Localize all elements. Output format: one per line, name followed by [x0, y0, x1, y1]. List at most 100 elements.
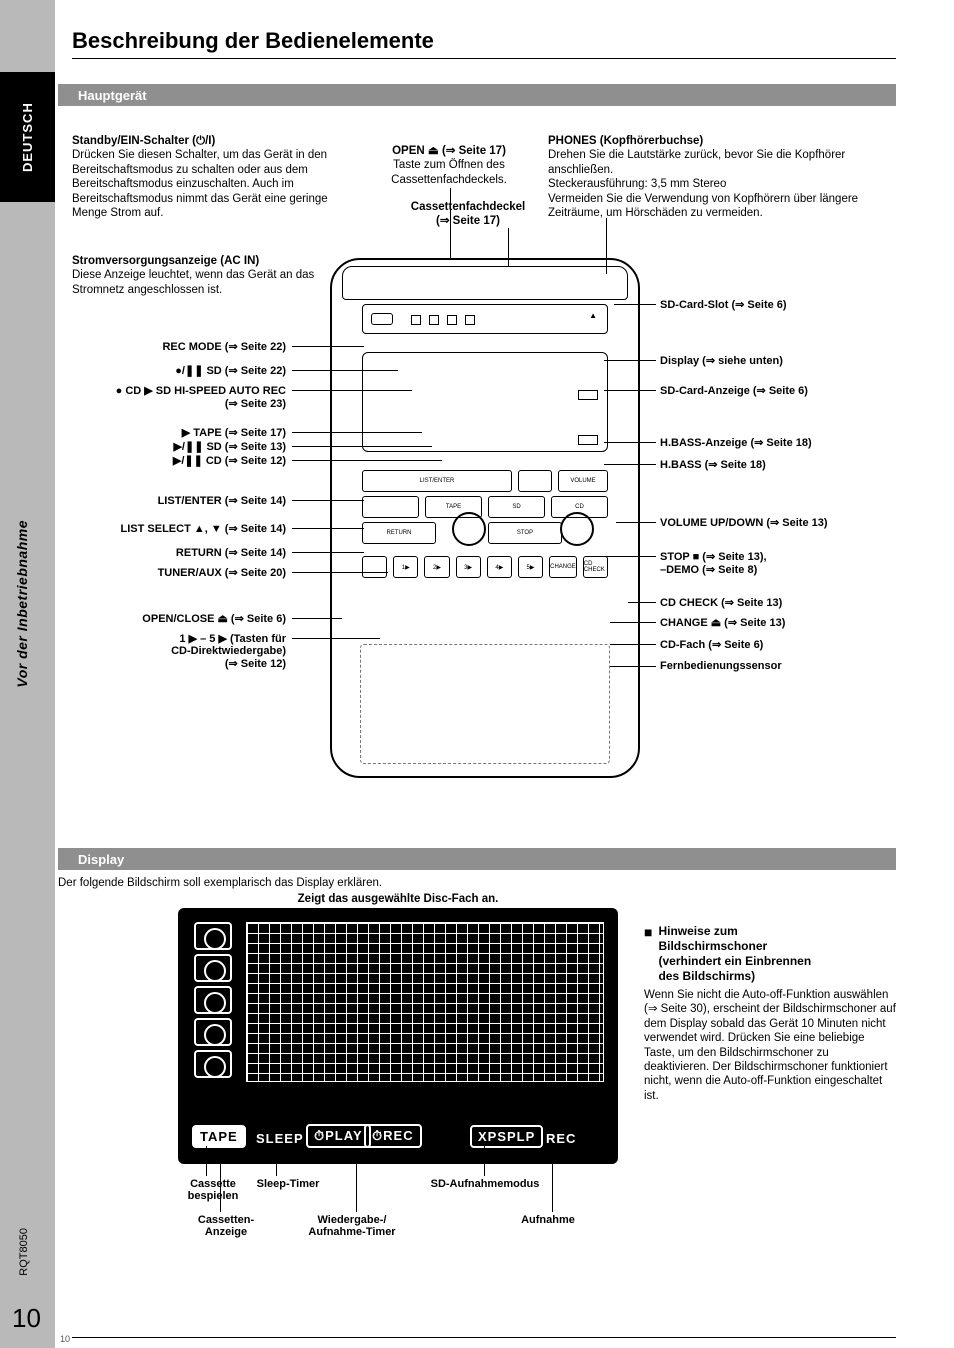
pill-rec: REC — [540, 1129, 582, 1148]
btn-4: 4▶ — [487, 556, 512, 578]
btn-3: 3▶ — [456, 556, 481, 578]
display-grid — [246, 922, 604, 1082]
hbass-indicator-shape — [578, 435, 598, 445]
volume-knob — [560, 512, 594, 546]
ss-title-l2: Bildschirmschoner — [658, 939, 767, 953]
side-section-label: Vor der Inbetriebnahme — [14, 520, 30, 688]
page-number: 10 — [12, 1303, 41, 1334]
lbl-tape: ▶ TAPE (⇒ Seite 17) — [72, 426, 286, 439]
disc-icon-5 — [194, 1050, 232, 1078]
lbl-aufnahme: Aufnahme — [498, 1214, 598, 1226]
lbl-rec-mode: REC MODE (⇒ Seite 22) — [72, 340, 286, 353]
btn-change: CHANGE — [549, 556, 577, 578]
btn-hbass — [518, 470, 552, 492]
indicator-2 — [429, 315, 439, 325]
section-display: Display — [58, 848, 896, 870]
lbl-return: RETURN (⇒ Seite 14) — [72, 546, 286, 559]
lbl-cd-fach: CD-Fach (⇒ Seite 6) — [660, 638, 890, 651]
pill-xpsplp: XPSPLP — [470, 1125, 543, 1148]
pill-rec-timer: ⏱REC — [364, 1124, 422, 1148]
doc-reference: RQT8050 — [18, 1228, 30, 1276]
btn-5: 5▶ — [518, 556, 543, 578]
top-panel: ▲ — [362, 304, 608, 334]
open-block: OPEN ⏏ (⇒ Seite 17) Taste zum Öffnen des… — [364, 144, 534, 187]
lbl-cd-sd-auto: ● CD ▶ SD HI-SPEED AUTO REC(⇒ Seite 23) — [72, 384, 286, 410]
lbl-list-enter: LIST/ENTER (⇒ Seite 14) — [72, 494, 286, 507]
pill-play-timer: ⏱PLAY — [306, 1124, 371, 1148]
page-title: Beschreibung der Bedienelemente — [72, 28, 434, 54]
standby-title: Standby/EIN-Schalter (⏻/I) — [72, 135, 215, 147]
disc-icon-4 — [194, 1018, 232, 1046]
lbl-sd-mode: SD-Aufnahmemodus — [400, 1178, 570, 1190]
display-mock: TAPE SLEEP ⏱PLAY ⏱REC XPSPLP REC — [178, 908, 618, 1164]
indicator-4 — [465, 315, 475, 325]
lbl-direct-cd: 1 ▶ – 5 ▶ (Tasten für CD-Direktwiedergab… — [72, 632, 286, 670]
phones-l1: Drehen Sie die Lautstärke zurück, bevor … — [548, 149, 845, 175]
lbl-cd-check: CD CHECK (⇒ Seite 13) — [660, 596, 890, 609]
page-number-small: 10 — [60, 1334, 70, 1344]
ss-title-l1: Hinweise zum — [658, 924, 737, 938]
lbl-sleep-timer: Sleep-Timer — [248, 1178, 328, 1190]
disc-icon-3 — [194, 986, 232, 1014]
btn-list-enter: LIST/ENTER — [362, 470, 512, 492]
cassette-lid-l1: Cassettenfachdeckel — [411, 201, 525, 213]
display-shape — [362, 352, 608, 452]
eject-glyph: ▲ — [589, 311, 597, 320]
acin-block: Stromversorgungsanzeige (AC IN) Diese An… — [72, 254, 332, 297]
lbl-change: CHANGE ⏏ (⇒ Seite 13) — [660, 616, 890, 629]
cd-tray-shape — [360, 644, 610, 764]
lbl-open-close: OPEN/CLOSE ⏏ (⇒ Seite 6) — [72, 612, 286, 625]
lbl-cassette-besp: Cassette bespielen — [178, 1178, 248, 1202]
lbl-tuner: TUNER/AUX (⇒ Seite 20) — [72, 566, 286, 579]
lbl-volume: VOLUME UP/DOWN (⇒ Seite 13) — [660, 516, 890, 529]
section-hauptgeraet: Hauptgerät — [58, 84, 896, 106]
lbl-sd: ●/❚❚ SD (⇒ Seite 22) — [72, 364, 286, 377]
phones-l2: Steckerausführung: 3,5 mm Stereo — [548, 178, 726, 190]
language-tab: DEUTSCH — [0, 72, 55, 202]
ss-title-l4: des Bildschirms) — [658, 969, 755, 983]
disc-icon-2 — [194, 954, 232, 982]
display-intro: Der folgende Bildschirm soll exemplarisc… — [58, 876, 658, 890]
tuner-knob — [452, 512, 486, 546]
btn-open-close — [362, 556, 387, 578]
acin-shape — [371, 313, 393, 325]
lbl-wiedergabe: Wiedergabe-/ Aufnahme-Timer — [292, 1214, 412, 1238]
device-diagram: ▲ LIST/ENTER VOLUME TAPE SD CD RETURN ST… — [330, 258, 640, 778]
lbl-cd-play: ▶/❚❚ CD (⇒ Seite 12) — [72, 454, 286, 467]
btn-cdcheck: CD CHECK — [583, 556, 608, 578]
btn-return: RETURN — [362, 522, 436, 544]
open-title: OPEN ⏏ (⇒ Seite 17) — [392, 145, 506, 157]
btn-stop: STOP — [488, 522, 562, 544]
cassette-lid-block: Cassettenfachdeckel (⇒ Seite 17) — [398, 200, 538, 229]
ss-title-l3: (verhindert ein Einbrennen — [658, 954, 811, 968]
lbl-remote: Fernbedienungssensor — [660, 660, 890, 672]
btn-2: 2▶ — [424, 556, 449, 578]
cassette-lid-l2: (⇒ Seite 17) — [436, 215, 500, 227]
display-top-caption: Zeigt das ausgewählte Disc-Fach an. — [178, 892, 618, 906]
indicator-1 — [411, 315, 421, 325]
open-body: Taste zum Öffnen des Cassettenfachdeckel… — [391, 159, 507, 185]
phones-title: PHONES (Kopfhörerbuchse) — [548, 135, 703, 147]
btn-list-select — [362, 496, 419, 518]
lbl-list-select: LIST SELECT ▲, ▼ (⇒ Seite 14) — [72, 522, 286, 535]
btn-1: 1▶ — [393, 556, 418, 578]
lbl-sd-play: ▶/❚❚ SD (⇒ Seite 13) — [72, 440, 286, 453]
btn-volume: VOLUME — [558, 470, 608, 492]
pill-tape: TAPE — [192, 1125, 246, 1148]
lbl-sd-anzeige: SD-Card-Anzeige (⇒ Seite 6) — [660, 384, 890, 397]
standby-body: Drücken Sie diesen Schalter, um das Gerä… — [72, 149, 328, 219]
ss-body: Wenn Sie nicht die Auto-off-Funktion aus… — [644, 988, 896, 1103]
acin-title: Stromversorgungsanzeige (AC IN) — [72, 255, 259, 267]
lbl-stop: STOP ■ (⇒ Seite 13),–DEMO (⇒ Seite 8) — [660, 550, 890, 576]
lbl-display: Display (⇒ siehe unten) — [660, 354, 890, 367]
indicator-3 — [447, 315, 457, 325]
phones-block: PHONES (Kopfhörerbuchse) Drehen Sie die … — [548, 134, 898, 220]
sd-indicator-shape — [578, 390, 598, 400]
cassette-lid-shape — [342, 266, 628, 300]
disc-icon-1 — [194, 922, 232, 950]
lbl-cass-anz: Cassetten- Anzeige — [186, 1214, 266, 1238]
lbl-sd-slot: SD-Card-Slot (⇒ Seite 6) — [660, 298, 890, 311]
pill-sleep: SLEEP — [250, 1129, 310, 1148]
screensaver-block: ■ Hinweise zum Bildschirmschoner (verhin… — [644, 924, 896, 1103]
phones-l3: Vermeiden Sie die Verwendung von Kopfhör… — [548, 193, 858, 219]
